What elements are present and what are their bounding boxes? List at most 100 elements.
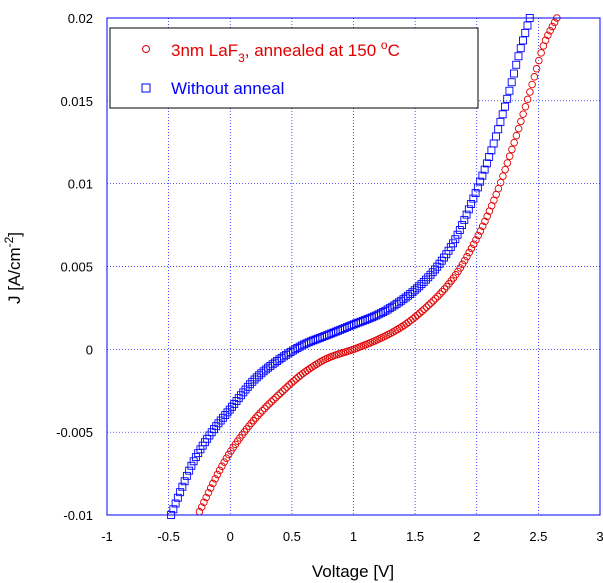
data-point-circle (433, 292, 442, 301)
x-ticks: -1 -0.5 0 0.5 1 1.5 2 2.5 3 (101, 529, 603, 544)
data-point-square (431, 265, 439, 274)
data-point-square (480, 165, 489, 174)
data-point-circle (544, 31, 552, 39)
data-point-square (485, 153, 494, 161)
y-ticks: -0.01 -0.005 0 0.005 0.01 0.015 0.02 (56, 11, 93, 523)
data-point-circle (206, 484, 215, 492)
data-point-square (277, 353, 286, 362)
data-point-square (221, 411, 230, 420)
data-point-circle (274, 391, 282, 400)
data-point-square (234, 394, 243, 403)
data-point-square (464, 205, 473, 214)
data-point-circle (496, 178, 505, 187)
data-point-square (428, 268, 437, 277)
data-point-circle (523, 95, 532, 104)
y-axis-title: J [A/cm-2] (2, 232, 24, 304)
data-point-circle (537, 49, 545, 57)
data-point-square (243, 382, 252, 391)
data-point-circle (258, 406, 267, 415)
data-point-circle (514, 124, 523, 133)
data-point-square (209, 425, 218, 434)
data-point-circle (418, 307, 426, 315)
data-point-circle (440, 285, 449, 293)
x-tick-label: 1 (350, 529, 357, 544)
data-point-circle (287, 379, 296, 387)
data-point-square (458, 221, 467, 229)
series-annealed (195, 14, 561, 516)
data-point-circle (213, 470, 222, 479)
data-point-circle (222, 454, 231, 463)
data-point-circle (301, 368, 309, 376)
data-point-square (512, 60, 521, 69)
data-point-square (417, 280, 426, 289)
data-point-circle (481, 217, 489, 226)
legend-marker-no-anneal (141, 83, 151, 93)
data-point-square (496, 117, 505, 126)
data-point-square (248, 377, 257, 386)
legend-box (109, 27, 479, 109)
data-point-circle (413, 311, 422, 319)
data-point-square (187, 461, 196, 470)
data-point-circle (299, 369, 307, 378)
data-point-circle (256, 409, 264, 417)
data-point-square (415, 282, 424, 291)
data-point-circle (204, 488, 213, 497)
data-point-circle (458, 260, 467, 269)
data-point-square (214, 419, 223, 428)
legend-label-no-anneal: Without anneal (171, 79, 284, 98)
data-point-square (383, 305, 392, 314)
data-point-square (191, 453, 200, 462)
data-point-square (424, 273, 433, 282)
data-point-square (176, 488, 185, 497)
data-point-square (185, 466, 194, 475)
data-point-circle (541, 36, 550, 44)
data-point-square (173, 493, 182, 502)
data-point-square (390, 301, 399, 310)
x-tick-label: 2 (473, 529, 480, 544)
data-point-circle (501, 165, 509, 174)
data-point-square (426, 270, 435, 279)
data-point-circle (215, 466, 224, 475)
data-point-circle (263, 402, 271, 410)
y-tick-label: 0.02 (68, 11, 93, 26)
data-point-square (489, 139, 498, 148)
data-point-circle (526, 88, 534, 96)
data-point-circle (429, 297, 437, 305)
data-point-circle (269, 395, 278, 404)
data-point-square (482, 159, 491, 168)
y-tick-label: -0.005 (56, 425, 93, 440)
data-point-square (523, 21, 532, 30)
data-point-circle (290, 377, 298, 385)
data-point-square (419, 277, 428, 286)
x-tick-label: 0 (227, 529, 234, 544)
data-point-square (388, 302, 397, 311)
data-point-circle (530, 73, 539, 81)
data-point-circle (512, 131, 521, 140)
data-point-square (422, 275, 430, 284)
data-point-circle (411, 313, 419, 321)
data-point-square (460, 215, 469, 224)
data-point-square (286, 347, 295, 356)
data-point-square (467, 200, 476, 208)
data-point-square (519, 36, 527, 45)
data-point-square (228, 402, 236, 411)
data-point-square (510, 69, 518, 78)
data-point-circle (436, 290, 444, 298)
y-tick-label: 0.015 (60, 94, 93, 109)
data-point-square (180, 477, 189, 486)
data-point-circle (521, 103, 530, 111)
data-point-square (182, 471, 191, 480)
data-point-circle (478, 222, 487, 230)
data-point-circle (499, 172, 507, 180)
series-without-anneal (167, 14, 534, 519)
data-point-circle (508, 145, 516, 154)
data-point-square (469, 194, 478, 203)
data-point-square (453, 230, 462, 239)
data-point-circle (267, 398, 276, 406)
data-point-circle (303, 366, 312, 375)
data-point-circle (519, 110, 527, 118)
data-point-square (223, 408, 232, 417)
data-point-circle (427, 299, 435, 307)
data-point-square (500, 102, 509, 111)
data-point-circle (251, 414, 260, 422)
